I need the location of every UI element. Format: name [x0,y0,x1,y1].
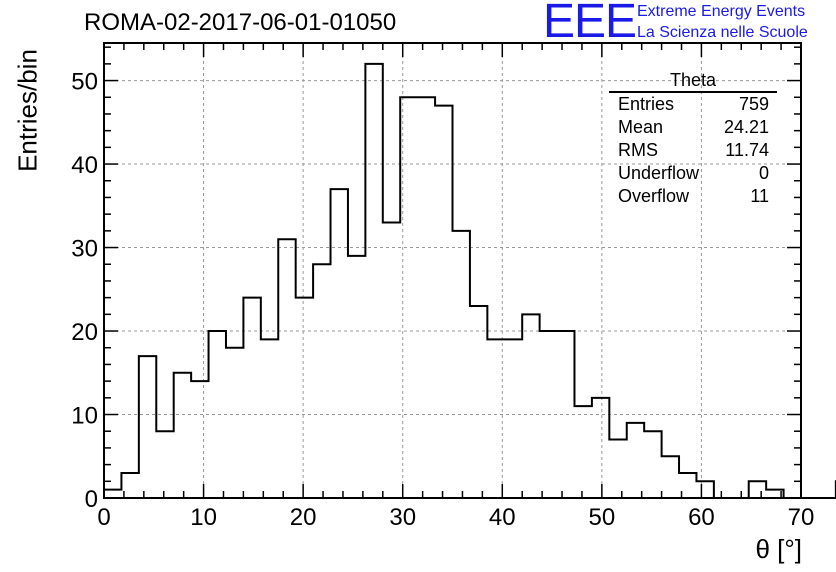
histogram-bin [209,331,226,498]
histogram-bin [104,490,121,498]
stats-value: 759 [738,94,769,114]
tick-labels: 0 10 20 30 40 50 60 70 0 10 20 30 40 50 [71,69,814,531]
x-axis-title: θ [°] [755,534,802,564]
histogram-bin [243,298,260,498]
histogram-bin [383,222,400,498]
stats-row-mean: Mean 24.21 [609,116,777,139]
histogram-bin [574,406,591,498]
eee-line-2: La Scienza nelle Scuole [637,24,808,41]
stats-row-entries: Entries 759 [609,93,777,116]
stats-name: Theta [609,70,777,93]
histogram-bin [313,264,330,498]
histogram-bin [435,106,452,498]
histogram-bin [226,348,243,498]
stats-row-overflow: Overflow 11 [609,185,777,208]
axis-ticks [103,43,802,499]
x-tick-label: 0 [97,504,110,531]
x-tick-label: 60 [688,504,715,531]
histogram-bars [103,62,836,499]
y-tick-label: 50 [71,69,98,96]
histogram-bin [400,97,417,498]
x-tick-label: 40 [489,504,516,531]
stats-label: Overflow [618,186,690,206]
x-tick-label: 20 [290,504,317,531]
histogram-bin [696,481,713,498]
histogram-bin [627,423,644,498]
histogram-outline [103,62,836,499]
run-title: ROMA-02-2017-06-01-01050 [84,9,397,36]
histogram-bin [278,239,295,498]
x-tick-label: 30 [389,504,416,531]
histogram-bin [139,356,156,498]
stats-label: Underflow [618,163,700,183]
histogram-bin [261,339,278,498]
histogram-bin [453,231,470,498]
x-tick-label: 50 [589,504,616,531]
stats-value: 11 [750,186,769,206]
y-axis-title: Entries/bin [12,49,43,172]
histogram-bin [749,481,766,498]
histogram-bin [522,314,539,498]
histogram-bin [487,339,504,498]
y-tick-label: 0 [85,486,98,513]
y-tick-label: 40 [71,152,98,179]
y-tick-label: 10 [71,403,98,430]
histogram-bin [365,64,382,498]
histogram-bin [609,440,626,498]
stats-value: 24.21 [723,117,769,137]
y-tick-label: 20 [71,319,98,346]
stats-value: 11.74 [725,140,769,160]
histogram-bin [156,431,173,498]
histogram-bin [662,456,679,498]
stats-row-rms: RMS 11.74 [609,139,777,162]
histogram-bin [557,331,574,498]
stats-label: Mean [618,117,664,137]
histogram-bin [592,398,609,498]
histogram-bin [174,373,191,498]
histogram-bin [191,381,208,498]
x-tick-label: 10 [190,504,217,531]
eee-line-1: Extreme Energy Events [637,3,806,20]
histogram-bin [348,256,365,498]
stats-value: 0 [758,163,769,183]
x-tick-label: 70 [788,504,815,531]
stats-label: RMS [618,140,658,160]
histogram-bin [418,97,435,498]
histogram-bin [296,298,313,498]
y-tick-label: 30 [71,236,98,263]
stats-row-underflow: Underflow 0 [609,162,777,185]
stats-box: Theta Entries 759 Mean 24.21 RMS 11.74 U… [609,70,777,208]
stats-label: Entries [618,94,675,114]
eee-logo: EEE [543,0,637,48]
histogram-bin [644,431,661,498]
plot-frame [103,42,802,499]
histogram-bin [505,339,522,498]
histogram-bin [540,331,557,498]
histogram-bin [331,189,348,498]
histogram-bin [470,306,487,498]
